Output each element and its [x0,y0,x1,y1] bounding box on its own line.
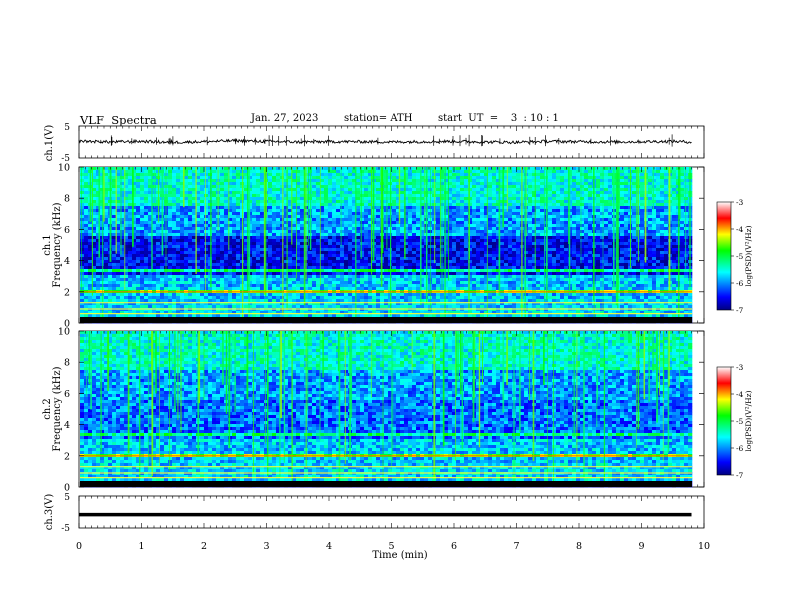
ch1-waveform-ylabel: ch.1(V) [44,125,55,162]
ch2-colorbar-label: log(PSD)(V²/Hz) [744,390,753,451]
date-label: Jan. 27, 2023 [251,113,319,124]
freq-tick-label: 4 [64,420,70,431]
ch2-colorbar: log(PSD)(V²/Hz) [716,366,753,476]
x-tick-label: 5 [388,541,394,552]
chart-title: VLF Spectra [80,113,157,127]
ch2-spectrogram [80,331,693,488]
freq-tick-label: 0 [64,319,70,330]
ch1-colorbar-label: log(PSD)(V²/Hz) [744,225,753,286]
ch1-waveform-ytick-top: 5 [64,123,70,133]
ch3-waveform-ylabel: ch.3(V) [44,494,55,531]
colorbar-tick-label: -7 [736,306,744,315]
freq-tick-label: 4 [64,256,70,267]
x-tick-label: 3 [263,541,269,552]
x-tick-label: 9 [638,541,644,552]
ch3-waveform-ytick-bottom: -5 [61,524,70,534]
freq-tick-label: 0 [64,483,70,494]
ch1-spectrogram-ylabel-top: ch.1 [42,234,53,256]
colorbar-tick-label: -4 [736,390,744,399]
freq-tick-label: 8 [64,194,70,205]
ch1-waveform-ytick-bottom: -5 [61,154,70,164]
freq-tick-label: 10 [58,163,70,174]
freq-tick-label: 6 [64,225,70,236]
colorbar-tick-label: -7 [736,471,744,480]
ch1-colorbar: log(PSD)(V²/Hz) [716,201,753,311]
ch1-waveform-series [78,134,692,147]
station-label: station= ATH [344,113,413,124]
freq-tick-label: 2 [64,451,70,462]
colorbar-tick-label: -3 [736,198,744,207]
ch1-spectrogram-ylabel: Frequency (kHz) [52,202,63,287]
ch3-waveform-ytick-top: 5 [64,493,70,503]
x-axis-label: Time (min) [372,550,427,561]
ch1-spectrogram [80,167,693,324]
x-tick-label: 4 [326,541,332,552]
freq-tick-label: 2 [64,287,70,298]
freq-tick-label: 6 [64,389,70,400]
freq-tick-label: 8 [64,358,70,369]
colorbar-ticks: -3 -4 -5 -6 -7 -3 -4 -5 -6 -7 [731,198,744,480]
colorbar-tick-label: -6 [736,279,744,288]
start-time-label: start UT = 3 : 10 : 1 [438,113,559,124]
colorbar-tick-label: -3 [736,363,744,372]
ch2-spectrogram-ylabel: Frequency (kHz) [52,366,63,451]
x-tick-label: 2 [201,541,207,552]
x-tick-label: 8 [576,541,582,552]
colorbar-tick-label: -6 [736,444,744,453]
colorbar-tick-label: -4 [736,225,744,234]
x-tick-label: 7 [513,541,519,552]
x-tick-label: 10 [698,541,710,552]
freq-tick-label: 10 [58,327,70,338]
x-tick-label: 1 [138,541,144,552]
x-tick-label: 6 [451,541,457,552]
x-tick-label: 0 [76,541,82,552]
colorbar-tick-label: -5 [736,417,744,426]
ch2-spectrogram-ylabel-top: ch.2 [42,398,53,420]
colorbar-tick-label: -5 [736,252,744,261]
